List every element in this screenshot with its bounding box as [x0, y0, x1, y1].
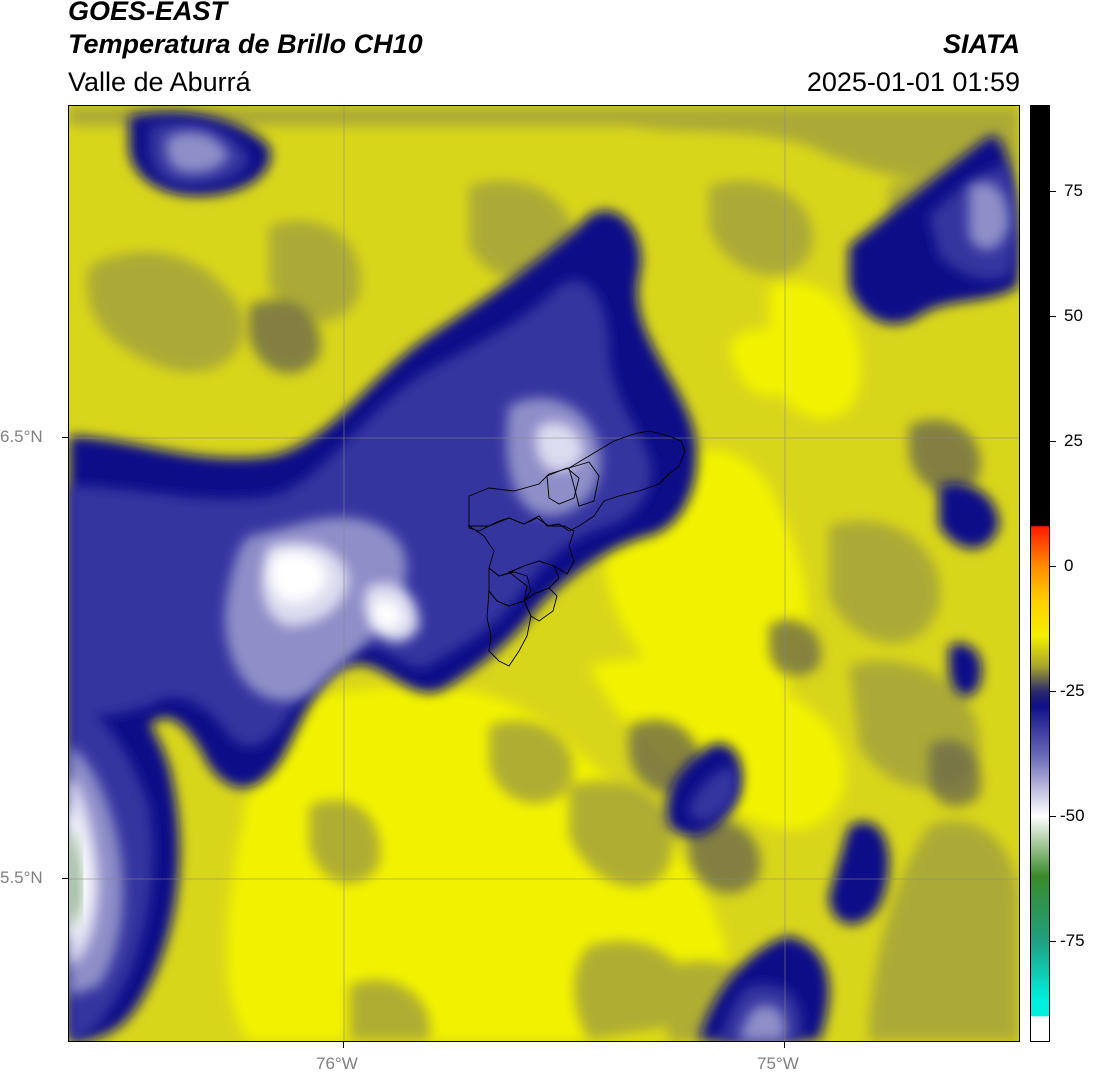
boundary-ne-2 — [568, 461, 600, 507]
colorbar-tick-mark — [1050, 191, 1056, 192]
lon-tick-76w — [343, 1042, 344, 1048]
boundary-south-2 — [508, 560, 560, 603]
boundary-south-3 — [486, 589, 532, 667]
graticule — [69, 106, 1019, 1041]
product-title: Temperatura de Brillo CH10 — [68, 29, 423, 59]
coldest-green-core — [69, 826, 81, 931]
colorbar-tick-label: 50 — [1064, 306, 1083, 325]
colorbar-tick-label: 75 — [1064, 181, 1083, 200]
lat-tick-6-5n — [62, 437, 68, 438]
colorbar-gradient — [1031, 106, 1049, 1041]
boundary-ne-1 — [546, 467, 580, 505]
colorbar-tick-mark — [1050, 816, 1056, 817]
agency-label: SIATA — [943, 29, 1020, 59]
timestamp-label: 2025-01-01 01:59 — [806, 67, 1020, 97]
brightness-temperature-map — [69, 106, 1019, 1041]
colorbar — [1030, 105, 1050, 1042]
region-title: Valle de Aburrá — [68, 67, 251, 97]
lat-tick-5-5n — [62, 878, 68, 879]
olive-patches — [69, 106, 1019, 1041]
colorbar-tick-mark — [1050, 441, 1056, 442]
colorbar-tick-label: -75 — [1060, 931, 1085, 950]
colorbar-tick-label: -50 — [1060, 806, 1085, 825]
lat-label-6-5n: 6.5°N — [0, 427, 43, 446]
colorbar-fill — [1031, 106, 1049, 1041]
colorbar-tick-label: 0 — [1064, 556, 1074, 575]
colorbar-tick-mark — [1050, 691, 1056, 692]
municipal-boundaries — [467, 430, 686, 667]
colorbar-tick-mark — [1050, 316, 1056, 317]
colorbar-tick-label: -25 — [1060, 681, 1085, 700]
lon-tick-75w — [784, 1042, 785, 1048]
lon-label-75w: 75°W — [757, 1054, 799, 1073]
lon-label-76w: 76°W — [316, 1054, 358, 1073]
colorbar-tick-label: 25 — [1064, 431, 1083, 450]
lat-label-5-5n: 5.5°N — [0, 868, 43, 887]
colorbar-tick-mark — [1050, 941, 1056, 942]
colorbar-tick-mark — [1050, 566, 1056, 567]
satellite-title: GOES-EAST — [68, 0, 228, 26]
map-panel — [68, 105, 1020, 1042]
boundary-south-4 — [523, 587, 558, 622]
